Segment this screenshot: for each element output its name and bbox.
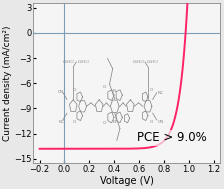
Y-axis label: Current density (mA/cm²): Current density (mA/cm²) bbox=[4, 26, 13, 141]
X-axis label: Voltage (V): Voltage (V) bbox=[100, 176, 153, 186]
Text: PCE > 9.0%: PCE > 9.0% bbox=[137, 131, 206, 144]
